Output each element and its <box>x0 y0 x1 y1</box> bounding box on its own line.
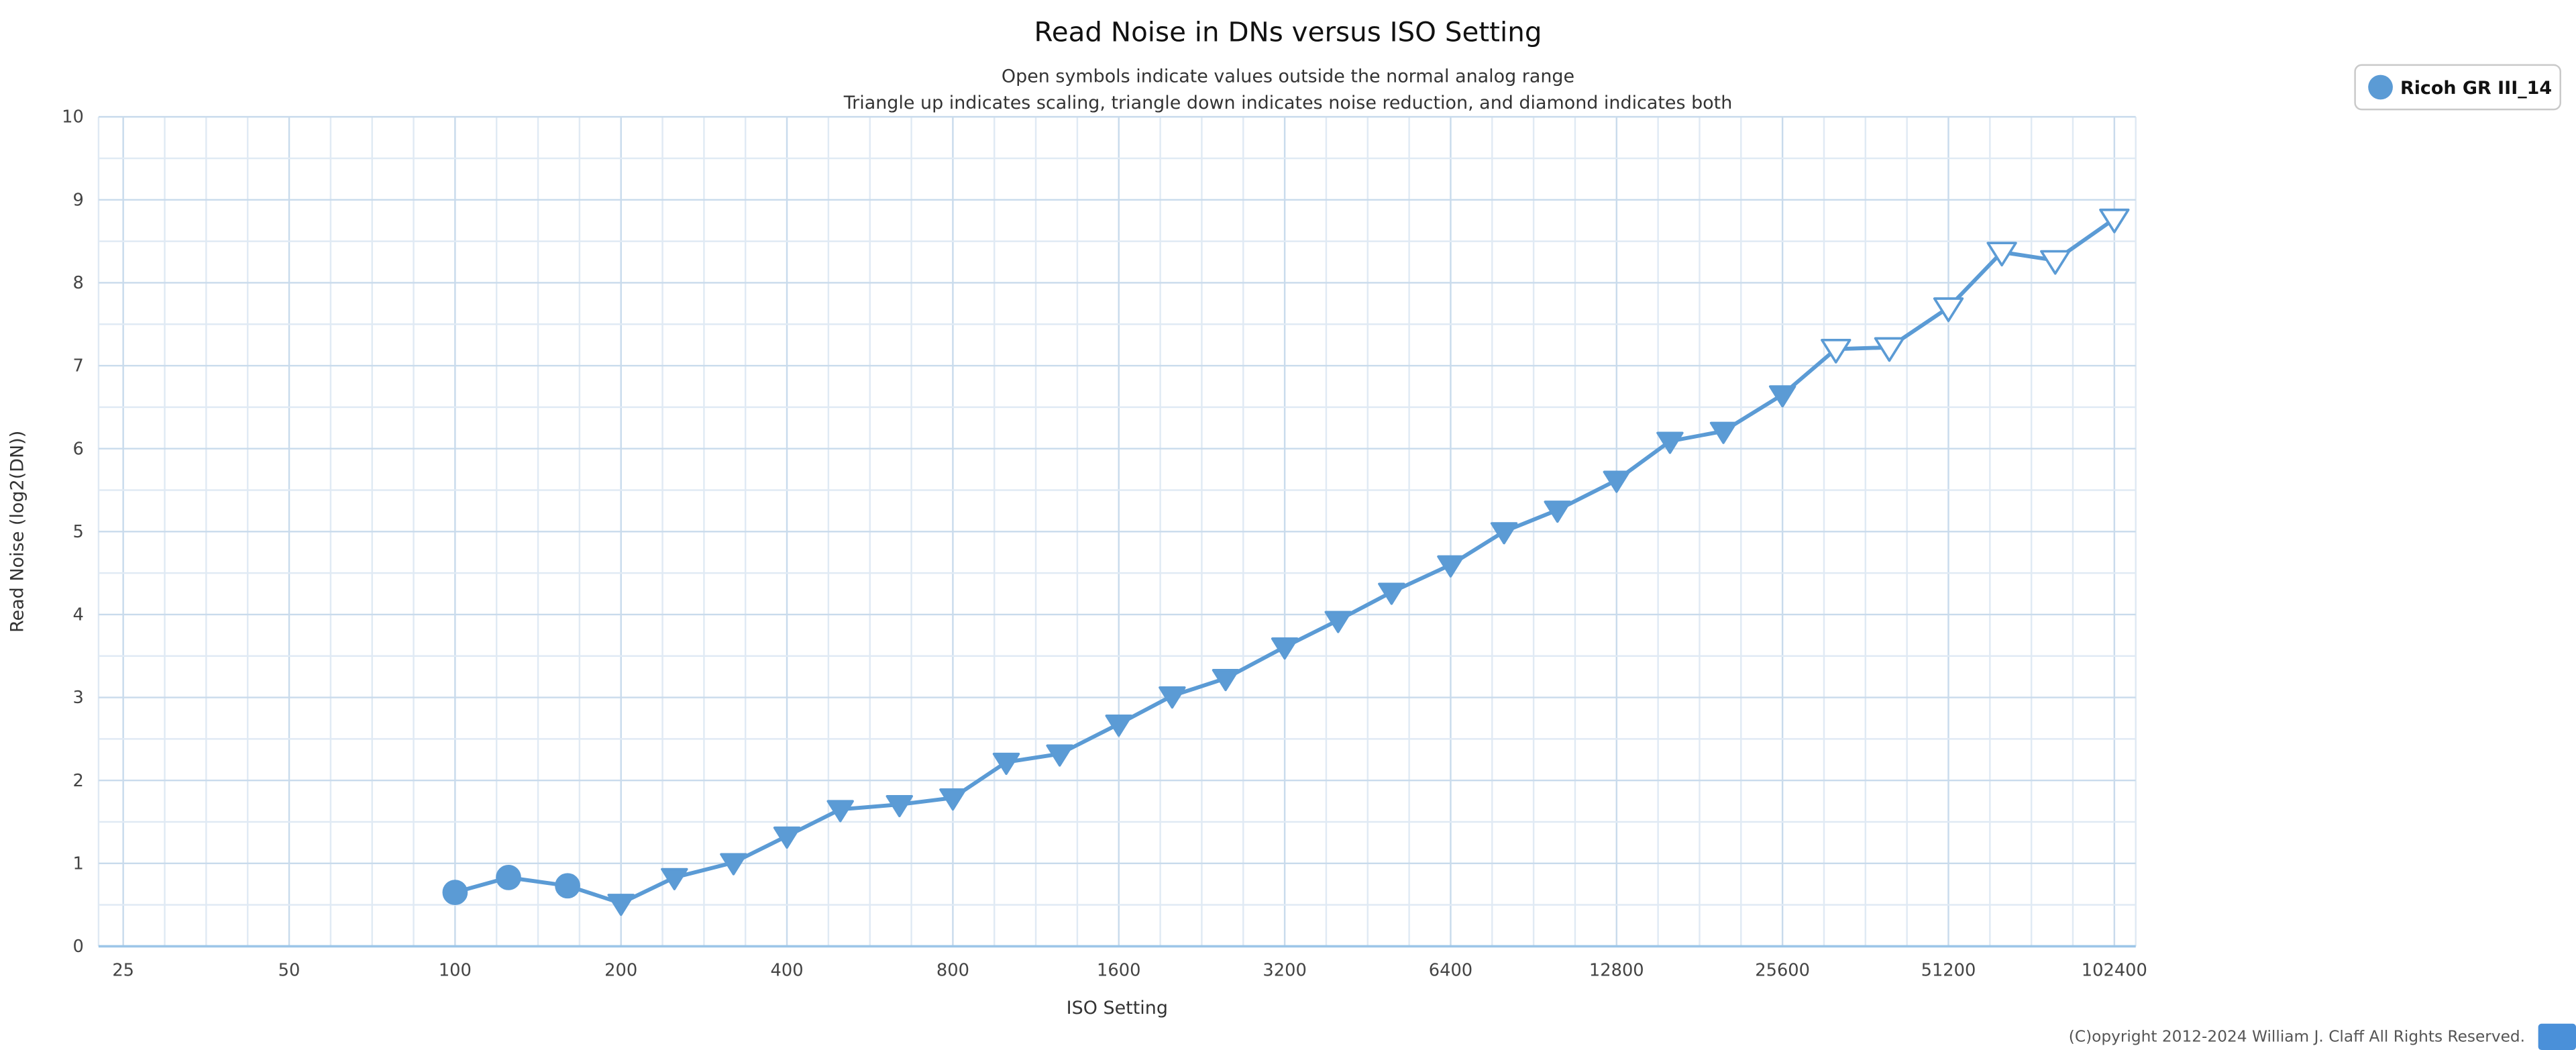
x-tick-label: 6400 <box>1429 961 1472 981</box>
data-point <box>1105 715 1132 737</box>
y-tick-label: 2 <box>73 771 84 791</box>
y-tick-label: 1 <box>73 853 84 874</box>
x-tick-label: 1600 <box>1097 961 1140 981</box>
data-point <box>992 752 1020 776</box>
legend-box[interactable] <box>2354 64 2561 111</box>
data-point <box>555 873 580 899</box>
data-point <box>2040 250 2071 275</box>
data-point <box>1709 421 1737 444</box>
data-point <box>1046 744 1073 767</box>
data-point <box>1603 470 1630 493</box>
axis-tick-labels: 25 50 100 200 400 800 1600 3200 6400 12800 25600 51… <box>62 107 2147 981</box>
chart-subtitle-line2: Triangle up indicates scaling, triangle … <box>843 93 1733 113</box>
data-point <box>885 794 913 818</box>
x-tick-label: 100 <box>439 961 472 981</box>
y-tick-label: 6 <box>73 439 84 459</box>
data-point <box>1212 669 1240 692</box>
data-point <box>1324 611 1352 633</box>
data-point <box>1874 337 1905 362</box>
data-point <box>442 880 468 905</box>
data-point <box>1768 385 1796 408</box>
x-tick-label: 50 <box>278 961 301 981</box>
x-tick-label: 3200 <box>1263 961 1306 981</box>
data-point <box>1986 242 2017 267</box>
series-layer <box>442 208 2130 916</box>
data-point <box>939 788 967 811</box>
data-point <box>826 800 854 823</box>
data-point <box>1821 338 1851 364</box>
chart-title: Read Noise in DNs versus ISO Setting <box>1034 15 1542 48</box>
x-tick-label: 12800 <box>1589 961 1644 981</box>
data-point <box>1159 686 1186 709</box>
y-tick-label: 7 <box>73 356 84 376</box>
y-axis-label: Read Noise (log2(DN)) <box>7 431 28 633</box>
x-tick-label: 51200 <box>1921 961 1976 981</box>
x-tick-label: 25 <box>112 961 134 981</box>
legend[interactable]: Ricoh GR III_14 <box>2354 64 2561 111</box>
data-point <box>1490 522 1518 545</box>
x-tick-label: 400 <box>771 961 804 981</box>
data-point <box>1437 555 1464 578</box>
corner-accent <box>2538 1023 2576 1050</box>
y-tick-label: 0 <box>73 937 84 957</box>
data-point <box>1544 501 1571 523</box>
y-tick-label: 5 <box>73 522 84 542</box>
data-point <box>1271 637 1299 660</box>
x-tick-label: 200 <box>604 961 637 981</box>
data-point <box>607 894 635 916</box>
grid-layer <box>97 115 2137 948</box>
copyright-text: (C)opyright 2012-2024 William J. Claff A… <box>2069 1028 2525 1046</box>
y-tick-label: 3 <box>73 688 84 708</box>
y-tick-label: 10 <box>62 107 84 127</box>
x-tick-label: 800 <box>936 961 969 981</box>
data-point <box>720 853 747 876</box>
legend-series-marker <box>2368 74 2393 100</box>
y-tick-label: 4 <box>73 605 84 625</box>
data-point <box>1656 431 1684 454</box>
x-axis-label: ISO Setting <box>1067 998 1168 1018</box>
y-tick-label: 8 <box>73 273 84 293</box>
y-tick-label: 9 <box>73 190 84 210</box>
chart-subtitle-line1: Open symbols indicate values outside the… <box>1002 66 1574 87</box>
data-point <box>661 868 688 890</box>
data-point <box>1378 582 1405 605</box>
data-point <box>496 864 521 890</box>
data-point <box>2099 208 2130 233</box>
data-point <box>1933 297 1964 322</box>
x-tick-label: 25600 <box>1755 961 1810 981</box>
data-point <box>773 826 801 849</box>
legend-series-label: Ricoh GR III_14 <box>2400 78 2552 99</box>
x-tick-label: 102400 <box>2082 961 2147 981</box>
